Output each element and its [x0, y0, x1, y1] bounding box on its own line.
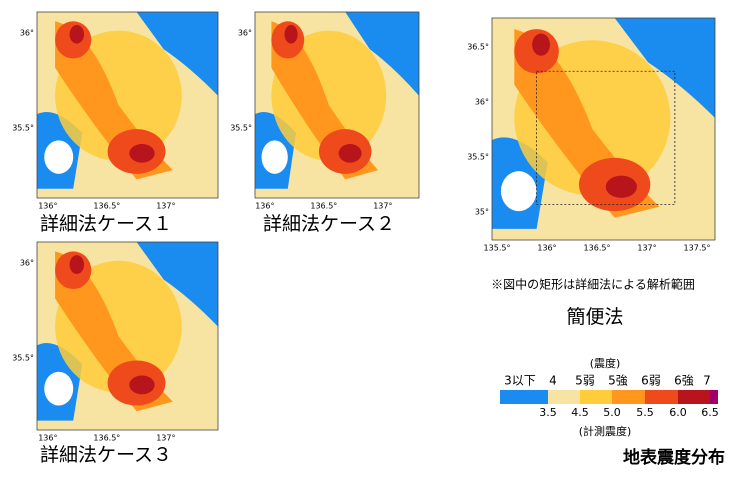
lake	[261, 140, 288, 174]
x-tick-label: 136°	[537, 244, 556, 253]
zone	[129, 375, 155, 395]
map-frame	[36, 11, 219, 199]
zone	[338, 144, 362, 163]
intensity-label: 3以下	[504, 374, 536, 388]
y-tick-label: 35.5°	[230, 124, 252, 133]
map-panel: 135.5° 136° 136.5° 137° 137.5° 36.5° 36° 35.5° 3…	[467, 17, 716, 328]
legend-swatch	[645, 390, 678, 404]
analysis-area	[536, 70, 676, 205]
panel-caption: 詳細法ケース１	[40, 213, 172, 235]
map-panel: 136° 136.5° 137° 36° 35.5° 詳細法ケース２	[230, 11, 420, 235]
panel-caption: 簡便法	[566, 306, 623, 328]
legend-title: (震度)	[590, 356, 621, 370]
intensity-label: 4	[549, 374, 557, 388]
map-panel: 136° 136.5° 137° 36° 35.5° 詳細法ケース１	[12, 11, 219, 235]
zone	[284, 25, 298, 44]
y-tick-label: 36°	[20, 29, 34, 38]
x-tick-label: 136°	[255, 202, 274, 211]
legend-swatch	[678, 390, 710, 404]
sea	[614, 18, 715, 118]
panel-caption: 詳細法ケース３	[40, 444, 172, 466]
x-tick-label: 136°	[38, 202, 57, 211]
y-tick-label: 35.5°	[12, 354, 34, 363]
measured-label: 5.5	[636, 406, 654, 419]
zone	[605, 175, 637, 198]
lake	[44, 140, 74, 174]
map-frame	[36, 241, 219, 431]
intensity-label: 5弱	[575, 374, 595, 388]
intensity-label: 7	[703, 374, 711, 388]
y-tick-label: 35.5°	[467, 153, 489, 162]
measured-label: 6.0	[669, 406, 687, 419]
legend: (震度) 3以下 4 5弱 5強 6弱 6強 7 3.5 4.5 5.0 5.5 6.0 6.5 (計測震度…	[500, 356, 719, 438]
x-tick-label: 136.5°	[310, 202, 337, 211]
y-tick-label: 36°	[475, 98, 489, 107]
map-frame	[491, 17, 716, 241]
y-tick-label: 35°	[475, 208, 489, 217]
x-tick-label: 137°	[156, 202, 175, 211]
intensity-label: 5強	[608, 374, 628, 388]
zone	[69, 25, 85, 44]
x-tick-label: 136°	[38, 434, 57, 443]
legend-subtitle: (計測震度)	[579, 424, 632, 438]
lake	[500, 171, 537, 212]
zone	[532, 33, 550, 56]
sea	[345, 12, 419, 96]
zone	[69, 255, 85, 274]
y-tick-label: 36°	[238, 29, 252, 38]
intensity-label: 6強	[674, 374, 694, 388]
measured-label: 3.5	[539, 406, 557, 419]
figure-title: 地表震度分布	[623, 447, 725, 468]
legend-swatch	[612, 390, 645, 404]
legend-swatch	[580, 390, 612, 404]
x-tick-label: 135.5°	[484, 244, 511, 253]
legend-swatch	[500, 390, 548, 404]
y-tick-label: 36°	[20, 259, 34, 268]
x-tick-label: 137°	[156, 434, 175, 443]
measured-label: 6.5	[701, 406, 719, 419]
legend-swatch	[710, 390, 718, 404]
sea	[136, 242, 218, 327]
measured-label: 5.0	[603, 406, 621, 419]
lake	[44, 371, 74, 406]
note: ※図中の矩形は詳細法による解析範囲	[491, 277, 695, 292]
sea	[136, 12, 218, 96]
y-tick-label: 36.5°	[467, 43, 489, 52]
legend-swatch	[548, 390, 580, 404]
map-frame	[254, 11, 420, 199]
intensity-label: 6弱	[641, 374, 661, 388]
y-tick-label: 35.5°	[12, 124, 34, 133]
map-panel: 136° 136.5° 137° 36° 35.5° 詳細法ケース３	[12, 241, 219, 466]
x-tick-label: 137°	[637, 244, 656, 253]
zone	[129, 144, 155, 163]
panel-caption: 詳細法ケース２	[263, 213, 395, 235]
x-tick-label: 137.5°	[684, 244, 711, 253]
x-tick-label: 136.5°	[584, 244, 611, 253]
x-tick-label: 136.5°	[93, 202, 120, 211]
measured-label: 4.5	[571, 406, 589, 419]
x-tick-label: 136.5°	[93, 434, 120, 443]
x-tick-label: 137°	[373, 202, 392, 211]
